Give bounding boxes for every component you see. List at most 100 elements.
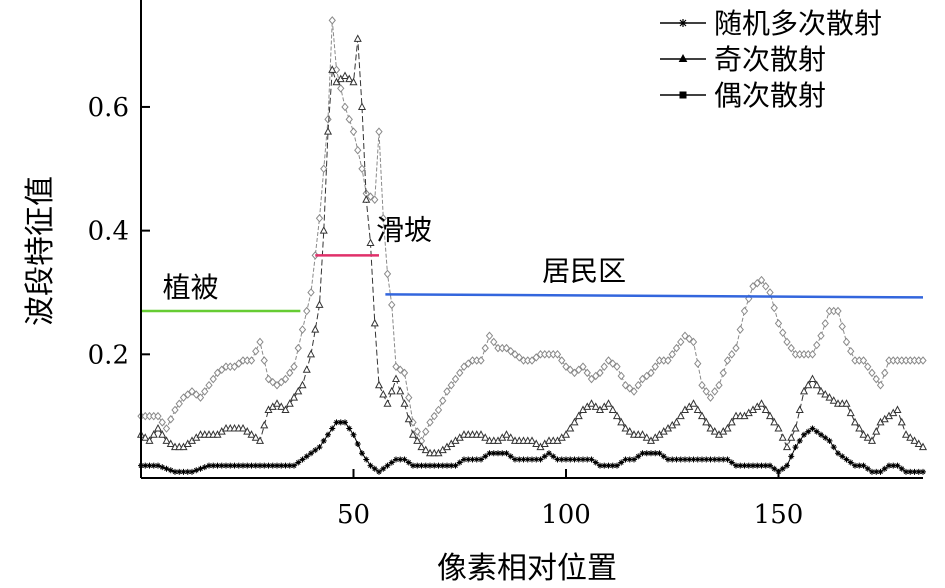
series-point xyxy=(320,437,327,444)
series-point xyxy=(579,362,587,371)
series-point xyxy=(367,462,374,469)
series-point xyxy=(286,368,294,378)
series-point xyxy=(478,456,484,463)
series-point xyxy=(770,303,778,313)
series-point xyxy=(799,386,809,395)
series-point xyxy=(621,380,630,390)
series-point xyxy=(524,456,531,463)
series-point xyxy=(315,213,324,223)
series-point xyxy=(269,377,277,387)
series-point xyxy=(553,350,562,359)
series-point xyxy=(329,425,336,432)
series-point xyxy=(188,387,196,396)
series-point xyxy=(890,462,897,469)
series-point xyxy=(651,362,659,371)
series-point xyxy=(417,442,426,451)
series-point xyxy=(384,462,391,469)
series-point xyxy=(605,462,612,469)
series-point xyxy=(575,456,582,463)
legend-item: 随机多次散射 xyxy=(660,7,882,40)
series-point xyxy=(507,453,514,460)
series-point xyxy=(812,380,821,389)
series-point xyxy=(847,346,855,356)
x-tick-label: 100 xyxy=(541,500,591,530)
series-point xyxy=(414,462,421,469)
series-point xyxy=(821,389,830,398)
series-point xyxy=(724,456,731,463)
region-label: 滑坡 xyxy=(376,213,432,246)
series-point xyxy=(166,439,175,447)
series-point xyxy=(677,337,685,347)
series-point xyxy=(723,356,732,365)
series-point xyxy=(374,380,384,389)
series-point xyxy=(307,288,315,297)
series-point xyxy=(635,453,642,460)
series-point xyxy=(248,462,255,469)
series-point xyxy=(430,411,438,421)
series-point xyxy=(600,362,608,371)
series-point xyxy=(846,408,855,417)
series-point xyxy=(533,456,540,463)
series-point xyxy=(774,319,783,328)
series-point xyxy=(218,462,225,469)
series-point xyxy=(282,462,289,469)
series-point xyxy=(894,462,901,469)
series-point xyxy=(893,405,902,413)
series-point xyxy=(634,380,642,390)
series-point xyxy=(813,340,821,350)
series-point xyxy=(404,414,413,423)
series-point xyxy=(816,386,826,395)
series-point xyxy=(379,389,388,398)
series-point xyxy=(264,374,273,384)
series-point xyxy=(677,456,684,463)
series-point xyxy=(877,468,884,475)
region-line xyxy=(385,293,924,299)
series-point xyxy=(405,393,413,402)
y-tick-label: 0.6 xyxy=(88,93,129,123)
series-point xyxy=(213,368,222,378)
series-point xyxy=(193,467,200,474)
series-point xyxy=(153,423,163,432)
series-point xyxy=(340,71,350,80)
series-point xyxy=(201,464,208,471)
series-point xyxy=(154,411,162,421)
series-point xyxy=(238,423,248,432)
series-point xyxy=(550,453,557,460)
series-point xyxy=(256,337,264,347)
series-point xyxy=(490,337,498,347)
series-point xyxy=(451,374,460,384)
series-point xyxy=(796,437,803,444)
series-point xyxy=(456,368,464,378)
series-point xyxy=(689,399,698,407)
series-point xyxy=(465,456,472,463)
series-point xyxy=(727,417,736,426)
series-point xyxy=(158,430,167,438)
series-point xyxy=(315,300,324,308)
series-point xyxy=(527,436,537,444)
series-point xyxy=(179,393,188,402)
series-point xyxy=(617,417,626,426)
series-point xyxy=(481,343,489,353)
series-point xyxy=(757,399,766,407)
series-1 xyxy=(137,16,927,446)
series-point xyxy=(277,377,285,387)
series-point xyxy=(881,368,889,378)
series-point xyxy=(716,456,722,463)
series-point xyxy=(512,456,518,463)
series-point xyxy=(813,428,820,435)
series-point xyxy=(617,371,625,381)
series-point xyxy=(876,380,885,390)
series-point xyxy=(596,368,604,378)
series-point xyxy=(562,362,570,371)
series-point xyxy=(316,444,323,451)
series-point xyxy=(439,462,446,469)
series-point xyxy=(257,462,263,469)
series-point xyxy=(383,399,392,407)
series-point xyxy=(146,462,153,469)
series-point xyxy=(647,368,655,378)
series-point xyxy=(801,431,807,438)
series-point xyxy=(353,34,362,42)
series-point xyxy=(702,417,711,426)
series-point xyxy=(570,417,579,426)
series-point xyxy=(354,145,362,155)
